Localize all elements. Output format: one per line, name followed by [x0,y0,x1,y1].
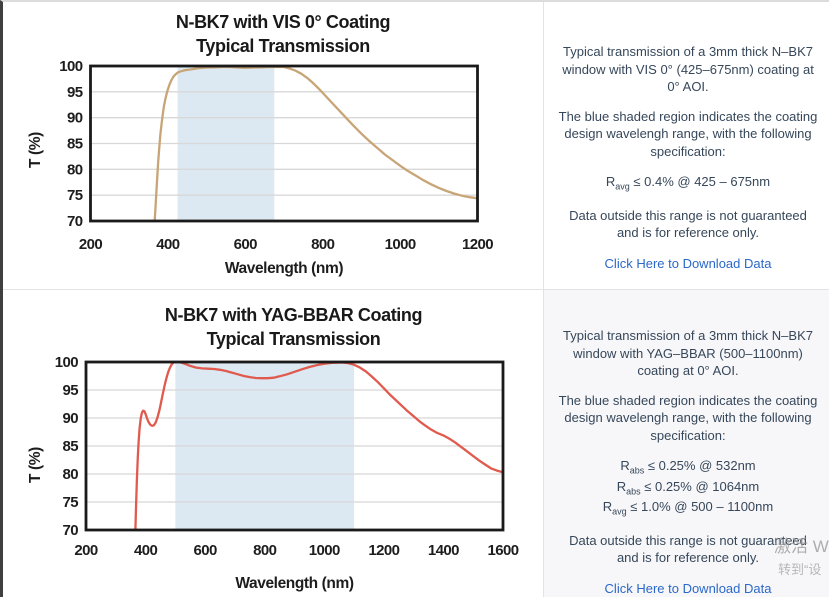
bottom-right-panel-background [544,290,829,597]
y-tick-label: 80 [67,161,83,178]
download-data-link[interactable]: Click Here to Download Data [604,255,772,271]
y-tick-label: 100 [59,58,82,75]
plot-frame [84,360,505,532]
y-tick-label: 85 [63,438,79,455]
y-tick-label: 90 [63,410,79,427]
y-tick-label: 85 [67,136,83,153]
spec-line: Rabs ≤ 0.25% @ 1064nm [616,478,760,497]
spec-list: Ravg ≤ 0.4% @ 425 – 675nm [606,174,770,195]
x-tick-label: 1600 [488,542,519,559]
transmission-curve [134,362,503,530]
x-tick-label: 1400 [428,542,459,559]
x-axis-label: Wavelength (nm) [225,260,344,277]
x-tick-label: 1200 [462,236,493,253]
x-tick-label: 600 [234,236,257,253]
x-tick-label: 200 [79,236,102,253]
y-tick-label: 70 [67,213,83,230]
spec-line: Ravg ≤ 0.4% @ 425 – 675nm [605,174,771,192]
vertical-divider [543,2,544,597]
spec-list: Rabs ≤ 0.25% @ 532nm Rabs ≤ 0.25% @ 1064… [603,458,773,520]
chart-title-line1: N-BK7 with YAG-BBAR Coating [164,305,423,325]
chart-title-line2: Typical Transmission [206,329,381,349]
y-tick-label: 80 [63,466,79,483]
description-panel-vis: Typical transmission of a 3mm thick N–BK… [544,2,829,289]
chart-title-line2: Typical Transmission [196,36,370,56]
y-axis-label: T (%) [27,447,44,483]
spec-line: Ravg ≤ 1.0% @ 500 – 1100nm [602,499,774,517]
x-tick-label: 1000 [309,542,340,559]
description-text: The blue shaded region indicates the coa… [558,392,818,443]
description-text: Typical transmission of a 3mm thick N–BK… [563,328,813,378]
y-tick-label: 90 [67,110,83,127]
download-data-link[interactable]: Click Here to Download Data [604,580,772,596]
y-tick-label: 70 [63,522,79,539]
x-axis-label: Wavelength (nm) [235,575,354,592]
y-tick-label: 75 [67,187,83,204]
y-tick-label: 95 [63,382,79,399]
transmission-chart-yag: 200 400 600 800 1000 1200 1400 1600 70 75 80 85 90 95… [27,354,519,592]
chart-title-vis: N-BK7 with VIS 0° Coating Typical Transm… [88,10,478,58]
chart-title-line1: N-BK7 with VIS 0° Coating [175,12,391,32]
y-axis-label: T (%) [27,132,44,168]
disclaimer-text: Data outside this range is not guarantee… [569,532,807,566]
y-tick-label: 95 [67,84,83,101]
x-tick-label: 400 [134,542,157,559]
y-tick-label: 100 [55,354,78,371]
x-tick-label: 200 [74,542,97,559]
horizontal-divider [3,289,829,290]
x-tick-label: 1000 [385,236,416,253]
x-tick-label: 600 [194,542,217,559]
description-panel-yag: Typical transmission of a 3mm thick N–BK… [544,290,829,597]
x-tick-label: 800 [253,542,276,559]
y-tick-label: 75 [63,494,79,511]
plot-frame [89,64,479,223]
spec-line: Rabs ≤ 0.25% @ 532nm [620,458,756,476]
description-text: Typical transmission of a 3mm thick N–BK… [562,44,814,94]
windows-activation-watermark-line2: 转到“设 [778,562,822,577]
disclaimer-text: Data outside this range is not guarantee… [569,207,807,241]
description-text: The blue shaded region indicates the coa… [558,108,818,159]
chart-title-yag: N-BK7 with YAG-BBAR Coating Typical Tran… [84,303,503,351]
transmission-chart-vis: 200 400 600 800 1000 1200 70 75 80 85 90 95 100 T (%)… [27,58,494,277]
x-tick-label: 1200 [368,542,399,559]
x-tick-label: 400 [156,236,179,253]
x-tick-label: 800 [311,236,334,253]
windows-activation-watermark-line1: 激活 W [774,537,829,556]
